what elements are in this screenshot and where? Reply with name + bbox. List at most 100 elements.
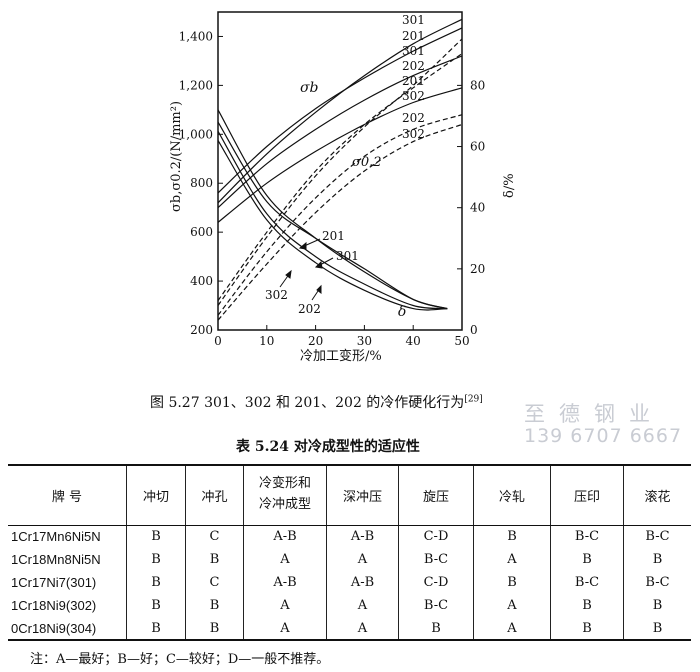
series-layer bbox=[217, 18, 463, 321]
table-cell: B bbox=[550, 594, 624, 617]
lower-labels: 201 301 302 202 bbox=[265, 229, 359, 316]
header-cell: 滚花 bbox=[623, 464, 691, 526]
series-sigma_02-201 bbox=[217, 53, 463, 301]
series-delta-302 bbox=[217, 130, 448, 310]
label-arrows bbox=[279, 238, 334, 301]
grade-cell: 0Cr18Ni9(304) bbox=[8, 617, 127, 641]
series-sigma_b-302 bbox=[217, 87, 463, 223]
header-cell-text: 冷变形和冷冲成型 bbox=[258, 476, 311, 513]
watermark: 至德钢业 139 6707 6667 bbox=[524, 402, 682, 448]
end-labels: 301 201 301 202 201 302 202 302 bbox=[402, 13, 425, 141]
delta-annotation: δ bbox=[398, 304, 406, 320]
table-cell: B-C bbox=[623, 571, 691, 594]
cold-work-hardening-chart: 0 10 20 30 40 50 2004006008001,0001,2001,400 … bbox=[169, 11, 517, 364]
watermark-company: 至德钢业 bbox=[524, 402, 664, 426]
header-cell: 压印 bbox=[550, 464, 624, 526]
plot-area bbox=[217, 11, 463, 331]
lower-label: 302 bbox=[265, 288, 288, 302]
header-cell: 冷轧 bbox=[473, 464, 551, 526]
table-cell: A bbox=[243, 617, 327, 641]
table-cell: A-B bbox=[243, 525, 327, 548]
x-tick-label: 20 bbox=[308, 334, 323, 348]
figure-caption: 图 5.27 301、302 和 201、202 的冷作硬化行为[29] bbox=[150, 392, 483, 412]
grade-cell: 1Cr17Ni7(301) bbox=[11, 575, 97, 590]
y-tick-label: 1,200 bbox=[179, 78, 213, 92]
table-cell: C bbox=[185, 525, 244, 548]
table-cell: A bbox=[243, 548, 327, 571]
table-cell: B bbox=[623, 548, 691, 571]
header-cell: 冲孔 bbox=[185, 464, 244, 526]
table-cell: B bbox=[623, 594, 691, 617]
table-cell: A bbox=[326, 548, 399, 571]
y2-tick-label: 80 bbox=[470, 78, 485, 92]
end-label: 301 bbox=[402, 44, 425, 58]
series-sigma_b-301 bbox=[217, 18, 463, 204]
y2-tick-label: 60 bbox=[470, 140, 485, 154]
table-cell: B bbox=[550, 617, 624, 641]
end-label: 202 bbox=[402, 59, 425, 73]
end-label: 302 bbox=[402, 127, 425, 141]
y2-tick-label: 20 bbox=[470, 262, 485, 276]
table-row: 0Cr18Ni9(304) B B A A B A B B bbox=[8, 617, 691, 641]
x-tick-label: 40 bbox=[406, 334, 421, 348]
series-sigma_b-201 bbox=[217, 27, 463, 194]
end-label: 302 bbox=[402, 89, 425, 103]
header-cell: 旋压 bbox=[398, 464, 474, 526]
x-tick-label: 0 bbox=[214, 334, 222, 348]
x-axis: 0 10 20 30 40 50 bbox=[214, 325, 470, 348]
header-cell: 冷变形和冷冲成型 bbox=[243, 464, 327, 526]
header-cell: 冲切 bbox=[126, 464, 186, 526]
table-cell: A bbox=[473, 548, 551, 571]
table-cell: A bbox=[473, 617, 551, 641]
y-tick-label: 1,400 bbox=[179, 29, 213, 43]
y2-tick-label: 0 bbox=[470, 323, 478, 337]
table-cell: A bbox=[326, 617, 399, 641]
end-label: 301 bbox=[402, 13, 425, 27]
grade-cell: 1Cr18Ni9(302) bbox=[11, 598, 97, 613]
series-delta-201 bbox=[217, 121, 448, 310]
y-axis-right: 0 20 40 60 80 bbox=[457, 78, 485, 337]
table-cell: A-B bbox=[326, 571, 399, 594]
table-cell: B bbox=[126, 548, 186, 571]
end-label: 201 bbox=[402, 29, 425, 43]
y-tick-label: 800 bbox=[190, 176, 213, 190]
y-tick-label: 1,000 bbox=[179, 127, 213, 141]
table-body: 1Cr17Mn6Ni5N B C A-B A-B C-D B B-C B-C 1Cr18Mn8Ni… bbox=[8, 525, 691, 641]
table-cell: B bbox=[126, 617, 186, 641]
table-cell: B bbox=[126, 571, 186, 594]
end-label: 202 bbox=[402, 111, 425, 125]
series-sigma_02-302 bbox=[217, 123, 463, 321]
table-cell: B bbox=[550, 548, 624, 571]
table-row: 1Cr17Ni7(301) B C A-B A-B C-D B B-C B-C bbox=[8, 571, 691, 594]
series-delta-202 bbox=[217, 140, 448, 311]
lower-label: 202 bbox=[298, 302, 321, 316]
table-cell: A-B bbox=[243, 571, 327, 594]
x-axis-label: 冷加工变形/% bbox=[300, 348, 382, 364]
table-cell: C bbox=[185, 571, 244, 594]
header-grade: 牌 号 bbox=[8, 464, 127, 526]
table-cell: B bbox=[185, 594, 244, 617]
figure-reference: [29] bbox=[464, 394, 483, 405]
series-sigma_b-202 bbox=[217, 55, 463, 209]
table-cell: B bbox=[623, 617, 691, 641]
table-row: 1Cr18Mn8Ni5N B B A A B-C A B B bbox=[8, 548, 691, 571]
table-cell: A bbox=[243, 594, 327, 617]
table-cell: B-C bbox=[398, 594, 474, 617]
y-axis-left: 200 400 600 800 1,000 1,200 1,400 bbox=[179, 29, 223, 337]
sigma-b-annotation: σb bbox=[300, 80, 319, 96]
formability-table: 牌 号 冲切 冲孔 冷变形和冷冲成型 深冲压 旋压 冷轧 压印 滚花 1Cr17… bbox=[8, 464, 691, 641]
sigma-02-annotation: σ0.2 bbox=[352, 155, 382, 170]
y-tick-label: 400 bbox=[190, 274, 213, 288]
table-cell: A bbox=[473, 594, 551, 617]
y2-axis-label: δ/% bbox=[502, 173, 517, 198]
x-tick-label: 10 bbox=[259, 334, 274, 348]
y-tick-label: 200 bbox=[190, 323, 213, 337]
table-cell: B bbox=[473, 571, 551, 594]
table-cell: C-D bbox=[398, 525, 474, 548]
table-cell: A bbox=[326, 594, 399, 617]
table-note: 注：A—最好；B—好；C—较好；D—一般不推荐。 bbox=[30, 652, 330, 667]
header-cell: 深冲压 bbox=[326, 464, 399, 526]
table-cell: B bbox=[126, 525, 186, 548]
y2-tick-label: 40 bbox=[470, 201, 485, 215]
series-sigma_02-301 bbox=[217, 38, 463, 306]
